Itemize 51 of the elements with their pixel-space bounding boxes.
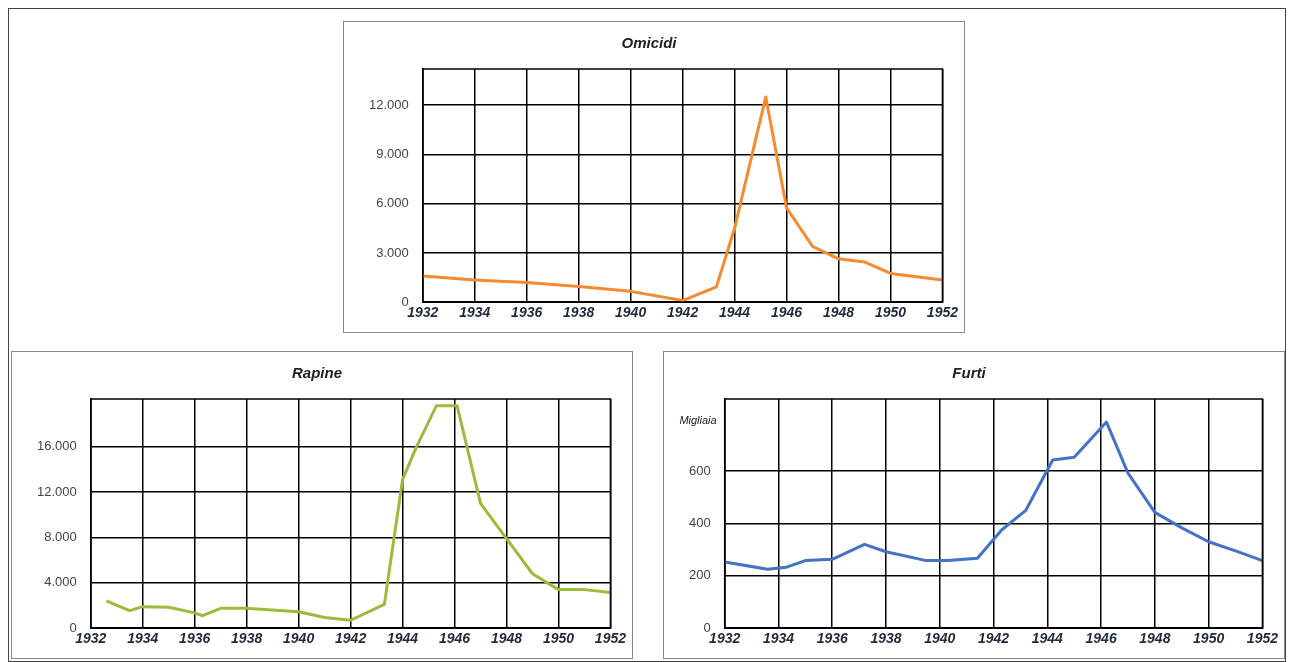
y-tick-label: 600 (688, 462, 711, 478)
x-tick-label: 1934 (127, 630, 159, 647)
x-tick-label: 1942 (335, 630, 367, 647)
y-tick-label: 9.000 (376, 145, 409, 161)
x-tick-label: 1944 (718, 304, 751, 321)
x-tick-label: 1952 (1246, 630, 1279, 647)
x-tick-label: 1934 (459, 304, 491, 321)
y-tick-label: 0 (401, 293, 409, 309)
y-tick-label: 200 (688, 567, 711, 583)
x-tick-label: 1950 (874, 304, 907, 321)
x-tick-label: 1936 (816, 630, 849, 647)
x-tick-label: 1932 (407, 304, 439, 321)
x-tick-label: 1940 (283, 630, 315, 647)
x-tick-label: 1952 (926, 304, 959, 321)
x-tick-label: 1938 (231, 630, 263, 647)
x-tick-label: 1942 (667, 304, 699, 321)
x-tick-label: 1948 (822, 304, 855, 321)
x-tick-label: 1946 (438, 630, 471, 647)
x-tick-label: 1950 (1193, 630, 1225, 647)
y-tick-label: 0 (703, 619, 711, 635)
y-tick-label: 12.000 (369, 96, 409, 112)
y-tick-label: 16.000 (37, 438, 77, 454)
x-tick-label: 1948 (1139, 630, 1171, 647)
x-tick-label: 1942 (977, 630, 1010, 647)
x-tick-label: 1934 (762, 630, 795, 647)
x-tick-label: 1936 (179, 630, 211, 647)
x-tick-label: 1950 (542, 630, 575, 647)
y-tick-label: 6.000 (376, 195, 409, 211)
y-tick-label: 4.000 (44, 574, 77, 590)
x-tick-label: 1936 (511, 304, 543, 321)
y-tick-label: 8.000 (44, 529, 77, 545)
x-tick-label: 1944 (386, 630, 419, 647)
x-tick-label: 1938 (563, 304, 595, 321)
y-axis-title: Migliaia (679, 414, 717, 427)
y-tick-label: 0 (69, 619, 77, 635)
x-tick-label: 1946 (770, 304, 803, 321)
x-tick-label: 1948 (490, 630, 523, 647)
x-tick-label: 1932 (75, 630, 107, 647)
x-tick-label: 1952 (594, 630, 627, 647)
x-tick-label: 1938 (870, 630, 902, 647)
y-tick-label: 12.000 (37, 483, 77, 499)
x-tick-label: 1946 (1085, 630, 1117, 647)
chart-title: Rapine (291, 364, 343, 382)
x-tick-label: 1940 (615, 304, 647, 321)
x-tick-label: 1944 (1031, 630, 1064, 647)
chart-title: Furti (952, 364, 987, 382)
y-tick-label: 3.000 (376, 244, 409, 260)
chart-title: Omicidi (621, 34, 678, 52)
x-tick-label: 1940 (924, 630, 956, 647)
x-tick-label: 1932 (709, 630, 741, 647)
y-tick-label: 400 (688, 515, 711, 530)
